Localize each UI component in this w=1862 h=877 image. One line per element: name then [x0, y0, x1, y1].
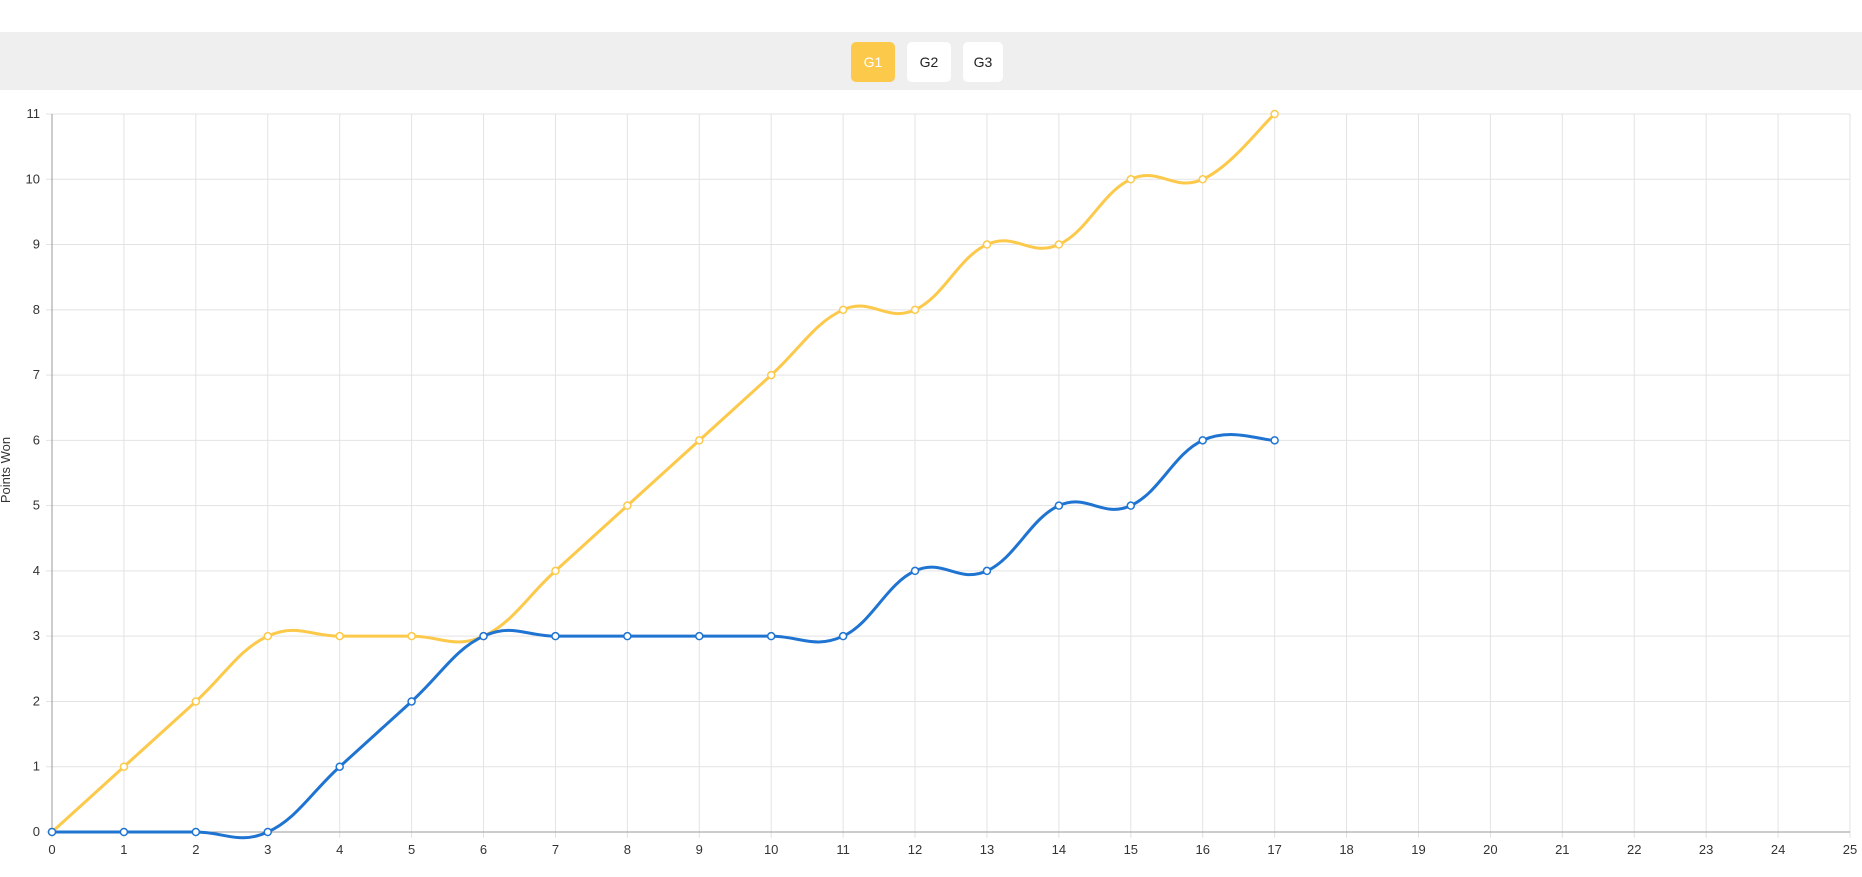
x-tick-label: 18 — [1339, 842, 1353, 857]
chart-grid — [46, 113, 1851, 838]
y-tick-label: 5 — [33, 498, 40, 513]
tab-g2[interactable]: G2 — [907, 42, 951, 82]
y-tick-label: 11 — [27, 106, 41, 121]
series-1-point — [766, 370, 776, 380]
y-tick-label: 10 — [26, 171, 40, 186]
series-1-point — [119, 762, 129, 771]
series-2-point — [551, 631, 560, 641]
x-tick-label: 21 — [1555, 842, 1569, 857]
x-tick-label: 0 — [48, 842, 55, 857]
y-tick-label: 8 — [33, 302, 40, 317]
y-tick-label: 2 — [33, 693, 40, 708]
y-axis-label: Points Won — [0, 437, 13, 503]
x-tick-label: 7 — [552, 842, 559, 857]
series-1-point — [1126, 175, 1136, 184]
chart-axes — [51, 114, 1850, 833]
y-tick-label: 3 — [33, 628, 40, 643]
y-tick-label: 0 — [33, 824, 40, 839]
x-tick-label: 15 — [1124, 842, 1138, 857]
x-tick-label: 6 — [480, 842, 487, 857]
series-1-point — [982, 240, 992, 249]
series-2-point — [982, 566, 992, 576]
series-2-point — [479, 631, 488, 641]
x-tick-label: 19 — [1411, 842, 1425, 857]
x-tick-label: 17 — [1267, 842, 1281, 857]
y-tick-label: 7 — [33, 367, 40, 382]
series-1-point — [407, 631, 416, 641]
series-2-point — [910, 566, 920, 576]
series-1-line — [50, 112, 1276, 834]
series-2-point — [766, 631, 776, 641]
series-2-point — [1054, 501, 1064, 510]
x-tick-label: 2 — [192, 842, 199, 857]
x-tick-label: 25 — [1843, 842, 1857, 857]
series-2-point — [695, 631, 704, 641]
x-tick-label: 1 — [120, 842, 127, 857]
series-2-point — [191, 827, 201, 837]
x-tick-label: 24 — [1771, 842, 1785, 857]
x-tick-label: 5 — [408, 842, 415, 857]
series-2-point — [623, 631, 632, 641]
y-tick-label: 6 — [33, 432, 40, 447]
x-tick-label: 10 — [764, 842, 778, 857]
series-1-point — [263, 631, 273, 641]
x-tick-label: 3 — [264, 842, 271, 857]
series-1-point — [695, 436, 704, 445]
x-tick-label: 20 — [1483, 842, 1497, 857]
series-2-point — [335, 762, 344, 771]
x-tick-label: 22 — [1627, 842, 1641, 857]
series-1-point — [1270, 109, 1279, 119]
series-2-point — [1198, 436, 1207, 445]
series-1-point — [551, 566, 560, 576]
x-tick-label: 16 — [1195, 842, 1209, 857]
y-tick-label: 1 — [33, 759, 40, 774]
tab-g1[interactable]: G1 — [851, 42, 895, 82]
series-2-point — [1126, 501, 1136, 510]
x-tick-label: 23 — [1699, 842, 1713, 857]
chart-ticks: 0 1 2 3 4 5 6 7 8 9 10 11 12 13 14 15 16 17 18 19 20 21 22 23 24… — [26, 106, 1858, 857]
x-tick-label: 12 — [908, 842, 922, 857]
series-1-point — [1054, 240, 1064, 249]
tab-g3[interactable]: G3 — [963, 42, 1003, 82]
series-2-point — [838, 631, 848, 641]
series-1-point — [623, 501, 632, 510]
x-tick-label: 4 — [336, 842, 343, 857]
series-2-point — [407, 697, 416, 706]
series-2-point — [47, 827, 57, 837]
y-tick-label: 9 — [33, 237, 40, 252]
game-tab-bar: G1 G2 G3 — [0, 32, 1862, 90]
series-1-point — [910, 305, 920, 315]
x-tick-label: 9 — [696, 842, 703, 857]
series-1-point — [191, 697, 201, 706]
series-2-point — [1270, 436, 1279, 445]
x-tick-label: 8 — [624, 842, 631, 857]
chart-series — [47, 109, 1279, 840]
series-1-point — [335, 631, 344, 641]
series-1-point — [838, 305, 848, 315]
series-2-point — [263, 827, 273, 837]
x-tick-label: 13 — [980, 842, 994, 857]
series-2-point — [119, 827, 129, 837]
series-1-point — [1198, 175, 1207, 184]
x-tick-label: 14 — [1052, 842, 1066, 857]
x-tick-label: 11 — [836, 842, 850, 857]
y-tick-label: 4 — [33, 563, 40, 578]
